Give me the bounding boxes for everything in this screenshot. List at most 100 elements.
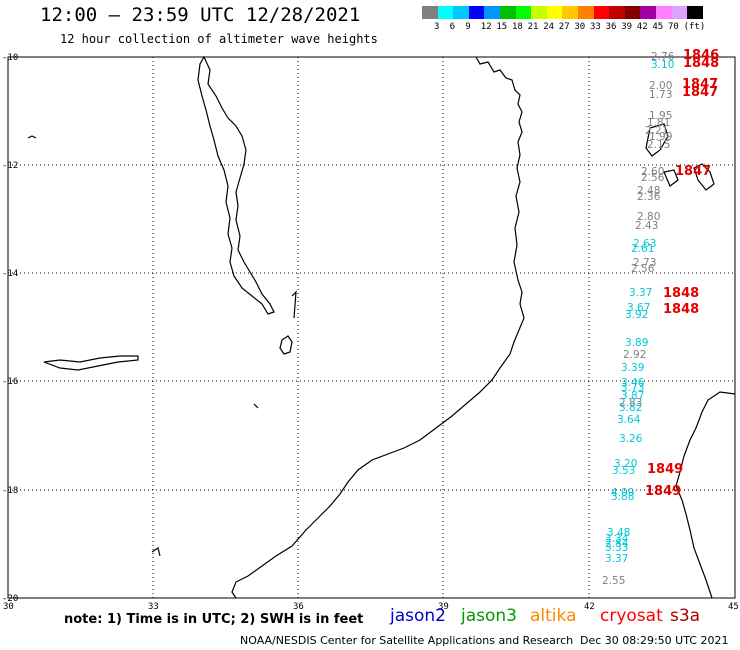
lon-label: 36 <box>293 602 304 612</box>
scale-swatch <box>484 6 500 19</box>
scale-label: 21 <box>527 22 539 32</box>
scale-swatch <box>468 6 485 19</box>
lake-malawi <box>197 55 275 315</box>
wave-height-label: 3.37 <box>629 287 653 299</box>
scale-swatch <box>671 6 688 19</box>
pass-number-label: 1847 <box>682 77 719 92</box>
wave-height-label: 3.48 <box>607 527 631 539</box>
scale-label: 45 <box>652 22 664 32</box>
lake-chilwa <box>279 335 293 355</box>
lon-label: 30 <box>3 602 14 612</box>
wave-height-label: 2.56 <box>631 263 655 275</box>
small-island-4 <box>291 290 297 319</box>
wave-height-label: 3.33 <box>605 542 629 554</box>
wave-height-label: 3.39 <box>621 362 645 374</box>
pass-number-label: 1846 <box>683 48 720 63</box>
scale-label: 12 <box>480 22 492 32</box>
wave-height-label: 2.60 <box>641 166 665 178</box>
map-frame <box>7 56 736 599</box>
scale-swatch <box>640 6 656 19</box>
map-title: 12:00 – 23:59 UTC 12/28/2021 <box>40 4 361 26</box>
scale-label: 15 <box>496 22 508 32</box>
scale-label: 42 <box>636 22 648 32</box>
scale-swatch <box>515 6 532 19</box>
lat-label: -20 <box>2 594 19 604</box>
lat-label: -18 <box>2 486 19 496</box>
madagascar-coast <box>693 163 715 191</box>
map-subtitle: 12 hour collection of altimeter wave hei… <box>60 32 378 46</box>
wave-height-label: 2.43 <box>635 220 659 232</box>
lon-label: 42 <box>584 602 595 612</box>
small-island-2 <box>253 403 259 409</box>
scale-swatch <box>593 6 610 19</box>
pass-number-label: 1848 <box>663 286 700 301</box>
wave-height-label: 3.88 <box>611 491 635 503</box>
pass-number-label: 1849 <box>645 484 682 499</box>
lon-label: 39 <box>438 602 449 612</box>
wave-height-label: 2.15 <box>647 139 671 151</box>
scale-swatch <box>437 6 454 19</box>
wave-height-label: 1.73 <box>649 89 673 101</box>
pass-number-label: 1849 <box>647 462 684 477</box>
wave-height-label: 1.95 <box>649 110 673 122</box>
scale-label: 70 <box>668 22 679 32</box>
scale-label: 33 <box>590 22 601 32</box>
wave-height-label: 2.76 <box>651 51 675 63</box>
color-scale-labels: 3 6 9 12 15 18 21 24 27 30 33 36 39 42 45 70 (ft) <box>422 22 740 34</box>
wave-height-label: 2.61 <box>631 243 655 255</box>
wave-height-label: 3.64 <box>617 414 641 426</box>
pass-number-label: 1847 <box>675 164 712 179</box>
wave-height-label: 3.10 <box>651 59 675 71</box>
grid-lines <box>8 57 735 598</box>
scale-swatch <box>531 6 547 19</box>
wave-height-label: 3.67 <box>627 302 651 314</box>
wave-height-label: 3.26 <box>619 433 643 445</box>
wave-height-label: 2.84 <box>605 538 629 550</box>
wave-height-label: 2.48 <box>637 185 661 197</box>
wave-height-label: 2.00 <box>649 80 673 92</box>
scale-swatch <box>624 6 641 19</box>
island-mayotte <box>645 123 669 157</box>
scale-swatch <box>609 6 625 19</box>
legend-jason2: jason2 <box>390 606 446 626</box>
lon-label: 33 <box>148 602 159 612</box>
scale-swatch <box>422 6 438 19</box>
wave-height-label: 3.87 <box>621 390 645 402</box>
small-island-3 <box>151 547 161 557</box>
wave-height-label: 3.46 <box>621 377 645 389</box>
legend-jason3: jason3 <box>461 606 517 626</box>
scale-label: (ft) <box>683 22 706 32</box>
scale-label: 9 <box>465 22 471 32</box>
scale-swatch <box>687 6 703 19</box>
scale-label: 36 <box>605 22 617 32</box>
wave-height-label: 1.81 <box>647 117 671 129</box>
wave-height-label: 3.89 <box>625 337 649 349</box>
legend-s3a: s3a <box>670 606 701 626</box>
scale-label: 30 <box>574 22 586 32</box>
scale-label: 6 <box>449 22 456 32</box>
note-text: note: 1) Time is in UTC; 2) SWH is in fe… <box>64 612 364 627</box>
scale-swatch <box>499 6 516 19</box>
wave-height-label: 3.20 <box>614 458 638 470</box>
wave-height-label: 2.36 <box>637 191 661 203</box>
island-comoros <box>663 169 679 187</box>
pass-number-label: 1847 <box>682 85 719 100</box>
small-island-1 <box>27 135 37 139</box>
wave-height-label: 2.92 <box>623 349 647 361</box>
footer-credit: NOAA/NESDIS Center for Satellite Applica… <box>240 634 574 647</box>
color-scale <box>422 6 703 19</box>
wave-height-label: 2.63 <box>633 238 657 250</box>
wave-height-label: 3.82 <box>619 402 643 414</box>
scale-label: 3 <box>434 22 440 32</box>
coastline <box>231 56 525 599</box>
madagascar-west-coast <box>675 391 736 599</box>
wave-height-label: 2.56 <box>641 172 665 184</box>
wave-height-label: 3.73 <box>621 382 645 394</box>
legend-altika: altika <box>530 606 577 626</box>
scale-swatch <box>453 6 469 19</box>
wave-height-label: 2.55 <box>602 575 626 587</box>
wave-height-label: 3.37 <box>605 553 629 565</box>
scale-label: 39 <box>621 22 633 32</box>
scale-swatch <box>546 6 563 19</box>
